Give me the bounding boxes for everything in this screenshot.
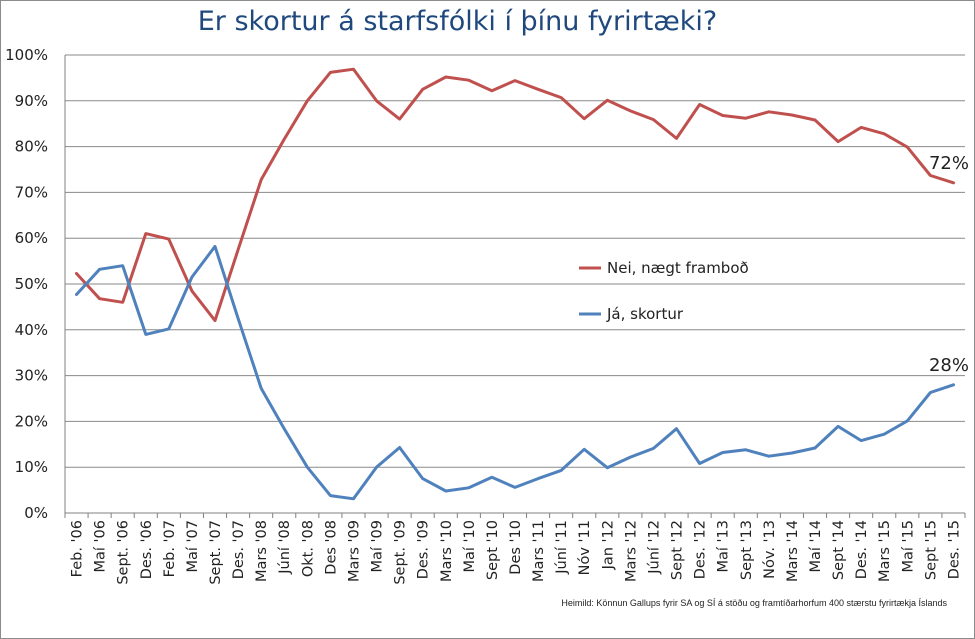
source-note: Heimild: Könnun Gallups fyrir SA og SÍ á… [561, 598, 947, 608]
x-tick-label: Maí '14 [808, 520, 824, 572]
x-tick-label: Mars '09 [346, 520, 362, 582]
y-tick-label: 30% [15, 367, 48, 385]
y-tick-label: 50% [15, 275, 48, 293]
end-labels: 72% 28% [929, 153, 969, 376]
series-line [75, 244, 955, 501]
y-tick-label: 80% [15, 138, 48, 156]
x-tick-label: Mars '10 [439, 520, 455, 582]
x-tick-label: Des '10 [508, 520, 524, 575]
x-tick-label: Júní '12 [646, 520, 662, 575]
x-tick-label: Des. '14 [854, 520, 870, 579]
x-tick-label: Sept '15 [923, 520, 939, 580]
grid-lines [64, 54, 965, 514]
x-tick-label: Sept '14 [831, 520, 847, 580]
y-tick-label: 0% [24, 504, 48, 522]
x-tick-label: Mars '12 [623, 520, 639, 582]
x-axis: Feb. '06 Maí '06 Sept. '06 Des. '06 Feb. '07… [64, 513, 966, 585]
x-tick-label: Júní '08 [277, 520, 293, 575]
x-tick-label: Des. '12 [693, 520, 709, 579]
x-tick-label: Des. '06 [139, 520, 155, 579]
end-value-label: 72% [929, 153, 969, 174]
x-tick-label: Jan '12 [600, 520, 616, 570]
x-tick-label: Sept '13 [739, 520, 755, 580]
x-tick-label: Des. '09 [416, 520, 432, 579]
x-tick-label: Feb. '07 [162, 520, 178, 577]
x-tick-label: Maí '13 [716, 520, 732, 572]
x-tick-label: Des '08 [323, 520, 339, 575]
y-tick-label: 90% [15, 92, 48, 110]
x-tick-label: Mars '15 [877, 520, 893, 582]
x-tick-label: Maí '10 [462, 520, 478, 572]
legend: Nei, nægt framboð Já, skortur [579, 259, 749, 323]
x-tick-label: Nóv. '13 [762, 520, 778, 579]
y-tick-label: 20% [15, 412, 48, 430]
x-tick-label: Sept. '09 [393, 520, 409, 585]
x-tick-label: Maí '09 [370, 520, 386, 572]
x-tick-label: Sept '12 [670, 520, 686, 580]
x-tick-label: Sept. '06 [116, 520, 132, 585]
series-line [75, 67, 955, 323]
x-tick-label: Maí '06 [93, 520, 109, 572]
x-tick-label: Júní '11 [554, 520, 570, 575]
end-value-label: 28% [929, 355, 969, 376]
x-tick-label: Sept. '07 [208, 520, 224, 585]
x-tick-label: Des. '07 [231, 520, 247, 579]
x-tick-label: Mars '08 [254, 520, 270, 582]
legend-label: Já, skortur [606, 305, 684, 323]
series-lines [75, 67, 955, 501]
y-tick-label: 10% [15, 458, 48, 476]
x-tick-label: Des. '15 [946, 520, 962, 579]
x-tick-label: Sept '10 [485, 520, 501, 580]
y-axis: 0% 10% 20% 30% 40% 50% 60% 70% 80% 90% 100% [5, 46, 48, 522]
y-tick-label: 60% [15, 229, 48, 247]
legend-label: Nei, nægt framboð [607, 259, 749, 277]
x-tick-label: Nóv '11 [577, 520, 593, 575]
x-tick-label: Feb. '06 [70, 520, 86, 577]
x-tick-label: Mars '14 [785, 520, 801, 582]
x-tick-label: Maí '15 [900, 520, 916, 572]
chart-title: Er skortur á starfsfólki í þínu fyrirtæk… [197, 6, 718, 37]
y-tick-label: 70% [15, 183, 48, 201]
x-tick-label: Okt. '08 [300, 520, 316, 577]
x-tick-label: Mars '11 [531, 520, 547, 582]
y-tick-label: 40% [15, 321, 48, 339]
x-tick-label: Maí '07 [185, 520, 201, 572]
y-tick-label: 100% [5, 46, 48, 64]
